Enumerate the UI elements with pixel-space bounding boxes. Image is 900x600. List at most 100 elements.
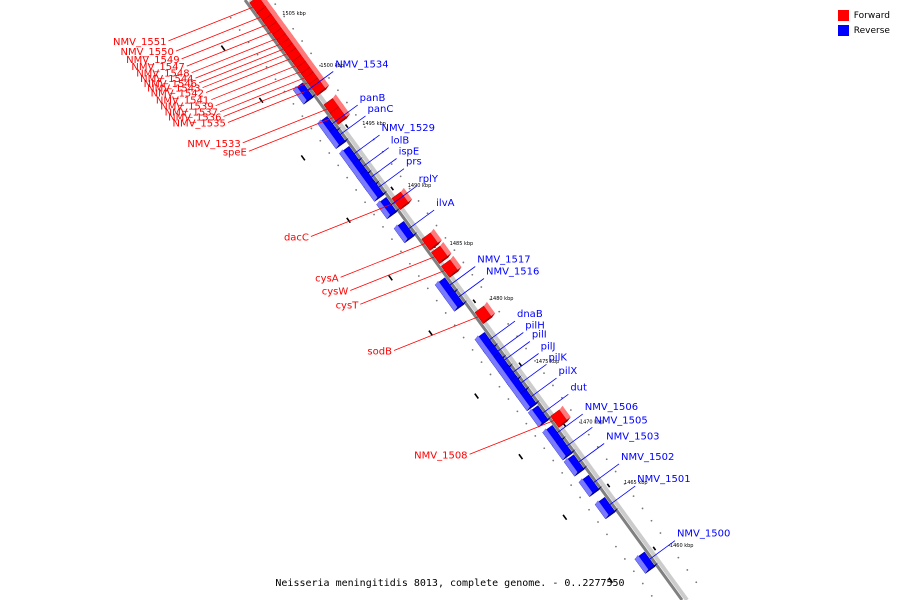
reverse-gene-label[interactable]: NMV_1517	[477, 255, 530, 266]
reverse-gene-label[interactable]: panB	[360, 93, 386, 104]
label-layer: NMV_1551NMV_1550NMV_1549NMV_1547NMV_1548…	[113, 4, 730, 564]
minor-tick-dot	[650, 519, 653, 522]
reverse-gene-10[interactable]	[443, 289, 468, 312]
forward-gene-label[interactable]: NMV_1551	[113, 37, 166, 48]
feature-highlight	[528, 408, 542, 428]
feature-highlight	[542, 428, 557, 447]
reverse-leader-line	[516, 363, 547, 387]
tick-label: 1475 kbp	[536, 359, 560, 365]
reverse-gene-label[interactable]: NMV_1501	[637, 474, 690, 485]
minor-tick-dot	[570, 484, 573, 487]
forward-gene-label[interactable]: NMV_1539	[160, 102, 213, 113]
feature-shade	[387, 207, 400, 219]
forward-gene-label[interactable]: NMV_1533	[187, 139, 240, 150]
reverse-gene-label[interactable]: ispE	[399, 147, 420, 158]
reverse-gene-label[interactable]: dnaB	[517, 309, 543, 320]
reverse-gene-label[interactable]: pilJ	[541, 342, 556, 353]
reverse-gene-label[interactable]: ilvA	[436, 198, 454, 209]
forward-gene-label[interactable]: NMV_1541	[156, 96, 209, 107]
reverse-leader-line	[327, 104, 358, 128]
forward-gene-label[interactable]: NMV_1536	[168, 112, 221, 123]
feature-shade	[303, 93, 317, 105]
feature-highlight	[440, 241, 452, 258]
feature-shade	[404, 231, 418, 243]
reverse-gene-22[interactable]	[594, 496, 619, 520]
forward-gene-label[interactable]: cysT	[336, 300, 360, 311]
minor-tick-dot	[534, 435, 537, 437]
reverse-gene-label[interactable]: pilI	[532, 330, 547, 341]
forward-gene-label[interactable]: speE	[223, 147, 247, 158]
minor-tick-dot	[444, 236, 447, 239]
minor-tick-dot	[337, 164, 340, 167]
forward-gene-label[interactable]: NMV_1535	[172, 118, 225, 129]
forward-leader-line	[393, 314, 485, 351]
minor-tick-dot	[480, 361, 483, 364]
forward-leader-line	[202, 51, 293, 89]
minor-tick-dot	[301, 115, 304, 118]
forward-gene-label[interactable]: NMV_1544	[140, 74, 193, 85]
minor-tick-dot	[426, 212, 429, 215]
forward-gene-label[interactable]: NMV_1537	[165, 108, 218, 119]
reverse-gene-label[interactable]: NMV_1516	[486, 267, 539, 278]
reverse-gene-label[interactable]: lolB	[391, 136, 410, 147]
reverse-gene-label[interactable]: NMV_1502	[621, 452, 674, 463]
minor-tick-dot	[597, 521, 599, 523]
reverse-gene-label[interactable]: pilX	[559, 366, 578, 377]
forward-leader-line	[360, 267, 451, 305]
minor-tick-dot	[399, 175, 402, 178]
forward-gene-label[interactable]: cysA	[315, 273, 339, 284]
minor-tick-dot	[623, 558, 626, 560]
forward-gene-label[interactable]: NMV_1546	[144, 79, 197, 90]
forward-gene-label[interactable]: NMV_1543	[147, 84, 200, 95]
minor-tick-dot	[588, 508, 590, 511]
reverse-gene-label[interactable]: NMV_1503	[606, 432, 659, 443]
reverse-gene-label[interactable]: NMV_1505	[594, 415, 647, 426]
legend-label-forward: Forward	[853, 10, 890, 21]
reverse-gene-label[interactable]: NMV_1500	[677, 529, 730, 540]
reverse-leader-line	[302, 71, 334, 94]
forward-gene-label[interactable]: cysW	[322, 286, 349, 297]
minor-tick-dot	[292, 27, 295, 30]
forward-gene-label[interactable]: NMV_1548	[136, 69, 189, 80]
reverse-leader-line	[335, 115, 366, 139]
major-tick	[388, 274, 393, 281]
forward-gene-label[interactable]: NMV_1550	[120, 47, 173, 58]
forward-leader-line	[215, 69, 306, 107]
forward-leader-line	[219, 75, 311, 113]
forward-gene-label[interactable]: NMV_1547	[131, 62, 184, 73]
forward-gene-label[interactable]: sodB	[367, 346, 392, 357]
reverse-gene-label[interactable]: prs	[406, 157, 422, 168]
reverse-gene-label[interactable]: pilK	[548, 352, 567, 363]
feature-shade	[317, 85, 330, 96]
reverse-leader-line	[573, 443, 605, 466]
forward-gene-label[interactable]: NMV_1542	[151, 88, 204, 99]
forward-gene-label[interactable]: dacC	[284, 232, 309, 243]
legend-label-reverse: Reverse	[853, 25, 890, 36]
forward-gene-label[interactable]: NMV_1508	[414, 450, 467, 461]
reverse-gene-label[interactable]: NMV_1506	[585, 402, 638, 413]
feature-highlight	[483, 301, 496, 318]
tick-label: 1485 kbp	[450, 241, 474, 247]
reverse-gene-label[interactable]: dut	[570, 382, 587, 393]
forward-leader-line	[350, 254, 441, 291]
legend: Forward Reverse	[837, 8, 890, 38]
reverse-gene-label[interactable]: NMV_1534	[335, 60, 388, 71]
minor-tick-dot	[319, 64, 321, 67]
reverse-leader-line	[453, 278, 485, 301]
reverse-gene-7[interactable]	[376, 196, 400, 220]
reverse-gene-label[interactable]: NMV_1529	[382, 123, 435, 134]
reverse-gene-label[interactable]: rplY	[419, 174, 439, 185]
reverse-gene-label[interactable]: panC	[368, 104, 394, 115]
major-tick	[474, 393, 479, 399]
forward-leader-line	[310, 200, 402, 237]
minor-tick-dot	[578, 421, 581, 424]
legend-item-reverse: Reverse	[837, 23, 890, 38]
minor-tick-dot	[462, 336, 465, 339]
feature-highlight	[400, 187, 413, 204]
forward-gene-label[interactable]: NMV_1549	[126, 55, 179, 66]
major-tick	[606, 483, 611, 488]
reverse-gene-label[interactable]: pilH	[525, 321, 544, 332]
reverse-gene-8[interactable]	[393, 220, 418, 244]
minor-tick-dot	[471, 273, 474, 276]
